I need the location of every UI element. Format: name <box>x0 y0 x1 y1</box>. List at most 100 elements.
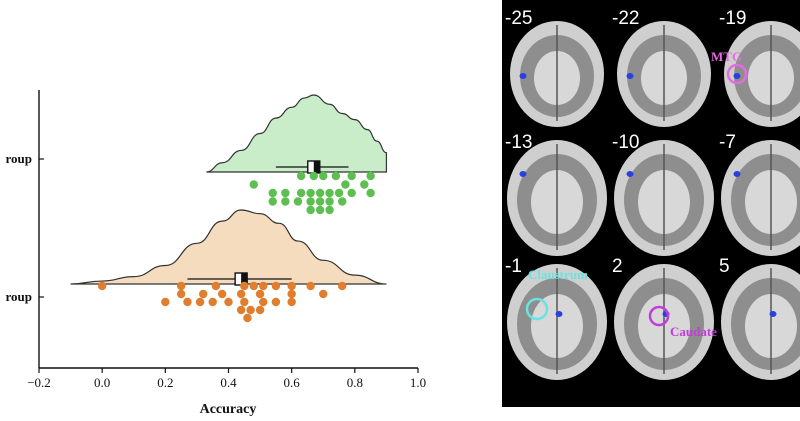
brain-slice: 5 <box>719 256 800 380</box>
activation-spot <box>519 171 527 177</box>
brain-slice: -10 <box>612 132 714 256</box>
activation-spot <box>519 73 527 79</box>
top-group-point <box>281 197 290 206</box>
bottom-group-point <box>243 313 252 323</box>
x-tick-label: 0.6 <box>284 375 301 390</box>
bottom-group-point <box>249 281 258 291</box>
activation-spot <box>733 73 741 79</box>
bottom-group-point <box>271 297 281 307</box>
bottom-group-point <box>287 289 296 299</box>
bottom-group-point <box>236 289 246 299</box>
bottom-group-point <box>287 297 296 307</box>
x-ticks: −0.2 0.0 0.2 0.4 0.6 0.8 1.0 <box>27 368 426 390</box>
brain-slice: -1 <box>505 256 607 380</box>
claustrum-region: Claustrum <box>525 267 588 321</box>
top-group-series <box>206 94 388 215</box>
bottom-group-point <box>240 281 249 291</box>
brain-slices: -25 -22 -19 -13 -10 -7 -1 2 5 <box>505 8 800 380</box>
top-group-point <box>268 197 277 206</box>
brain-slice: -22 <box>612 8 711 127</box>
brain-slice: -13 <box>505 132 607 256</box>
bottom-group-point <box>224 297 233 307</box>
activation-spot <box>626 73 634 79</box>
y-tick-label: roup <box>6 289 33 304</box>
top-group-point <box>325 205 334 215</box>
brain-region-labels: MTG Claustrum Caudate <box>525 49 748 339</box>
activation-spot <box>769 311 777 317</box>
top-group-point <box>306 197 315 206</box>
top-group-point <box>347 171 356 181</box>
activation-spot <box>555 311 563 317</box>
top-group-point <box>293 197 303 206</box>
x-tick-label: 0.0 <box>94 375 110 390</box>
slice-number: -25 <box>505 8 532 29</box>
top-group-point <box>268 188 277 198</box>
bottom-group-mean-fill <box>241 273 248 285</box>
slice-number: -10 <box>612 132 639 153</box>
mtg-ring <box>726 63 748 85</box>
slice-number: -7 <box>719 132 736 153</box>
top-group-point <box>315 205 325 215</box>
bottom-group-point <box>236 305 246 315</box>
x-tick-label: 0.2 <box>157 375 173 390</box>
bottom-group-point <box>97 281 107 291</box>
bottom-group-point <box>246 305 255 315</box>
bottom-group-point <box>208 297 217 307</box>
y-ticks: roup roup <box>6 151 44 304</box>
top-group-density-cloud <box>206 94 388 173</box>
top-group-point <box>306 188 315 198</box>
top-group-point <box>366 171 375 181</box>
caudate-region: Caudate <box>648 305 717 339</box>
top-group-point <box>315 197 325 206</box>
top-group-point <box>366 188 375 198</box>
bottom-group-series <box>70 209 387 323</box>
claustrum-ring <box>525 297 549 321</box>
top-group-point <box>281 188 290 198</box>
top-group-point <box>296 171 306 181</box>
activation-spot <box>733 171 741 177</box>
slice-number: 5 <box>719 256 730 277</box>
mtg-label: MTG <box>711 49 742 64</box>
mtg-region: MTG <box>711 49 748 85</box>
slice-number: -1 <box>505 256 522 277</box>
bottom-group-point <box>255 305 265 315</box>
x-tick-label: 1.0 <box>410 375 426 390</box>
top-group-point <box>309 171 318 181</box>
bottom-group-density-cloud <box>70 209 387 285</box>
x-tick-label: −0.2 <box>27 375 51 390</box>
bottom-group-point <box>271 281 281 291</box>
plot-area <box>70 94 388 323</box>
top-group-point <box>249 180 258 189</box>
top-group-point <box>319 171 328 181</box>
bottom-group-point <box>319 289 328 299</box>
bottom-group-point <box>176 289 186 299</box>
brain-slice: -25 <box>505 8 604 127</box>
bottom-group-point <box>240 297 249 307</box>
bottom-group-point <box>211 281 221 291</box>
bottom-group-point <box>217 289 227 299</box>
claustrum-label: Claustrum <box>528 267 588 282</box>
top-group-point <box>306 205 315 215</box>
bottom-group-point <box>199 289 208 299</box>
bottom-group-point <box>195 297 205 307</box>
bottom-group-point <box>255 289 265 299</box>
top-group-point <box>341 180 350 189</box>
bottom-group-point <box>183 297 192 307</box>
brain-slice-panel: -25 -22 -19 -13 -10 -7 -1 2 5 MTG Claustrum Caudat… <box>502 0 800 407</box>
brain-slice: -7 <box>719 132 800 256</box>
top-group-point <box>296 188 306 198</box>
top-group-mean-fill <box>313 161 320 173</box>
top-group-point <box>325 197 334 206</box>
bottom-group-point <box>287 281 296 291</box>
caudate-label: Caudate <box>670 324 717 339</box>
bottom-group-point <box>161 297 170 307</box>
slice-number: 2 <box>612 256 623 277</box>
bottom-group-point <box>306 281 315 291</box>
slice-number: -13 <box>505 132 532 153</box>
slice-number: -22 <box>612 8 639 29</box>
top-group-point <box>315 188 325 198</box>
top-group-point <box>325 188 334 198</box>
axes: −0.2 0.0 0.2 0.4 0.6 0.8 1.0 roup roup Accuracy <box>6 90 426 417</box>
bottom-group-point <box>176 281 186 291</box>
